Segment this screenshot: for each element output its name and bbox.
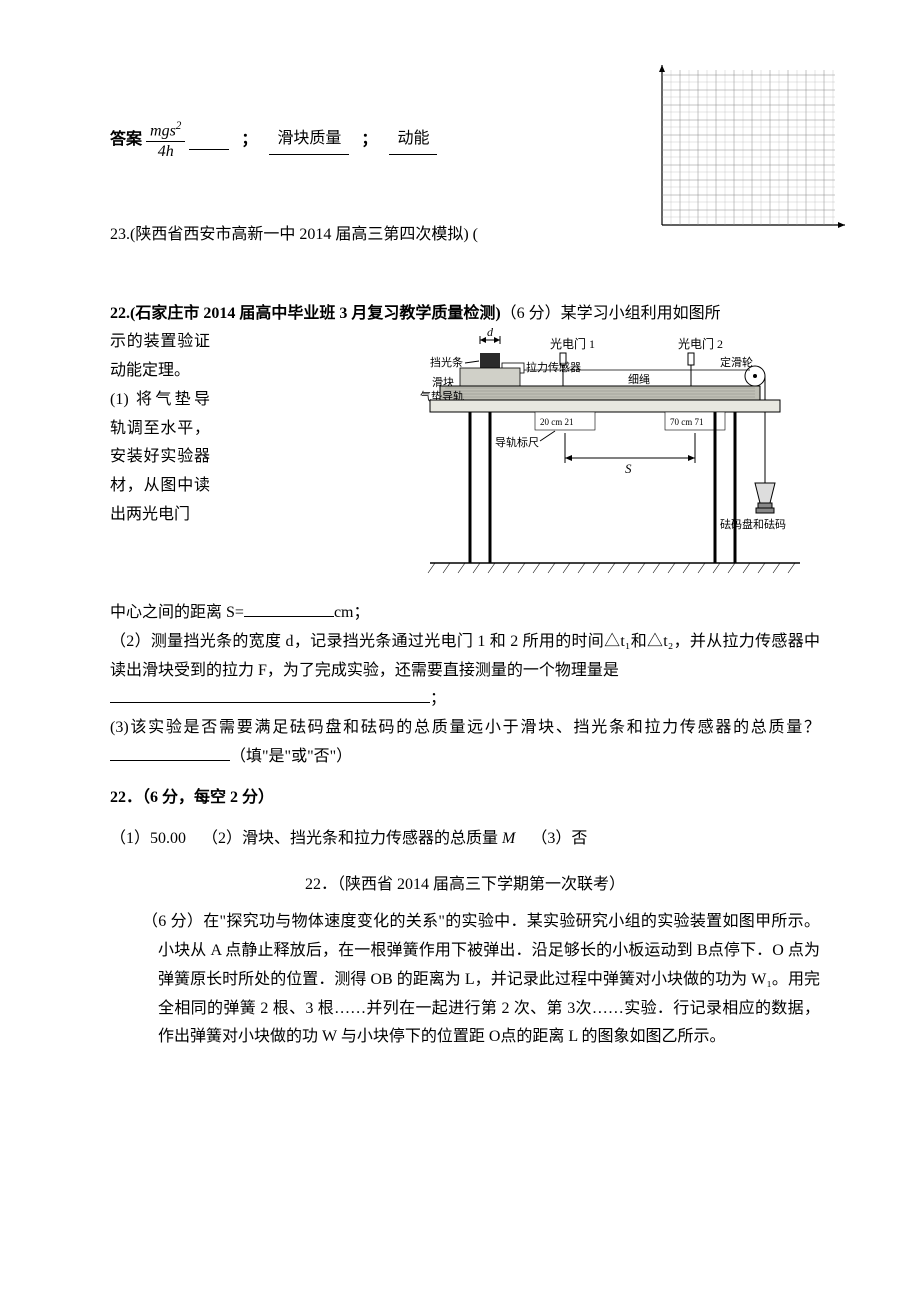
label-string: 细绳 [628, 372, 650, 386]
q22a-narrow-text: 示的装置验证动能定理。 (1) 将气垫导轨调至水平，安装好实验器材，从图中读出两… [110, 328, 210, 530]
q22a-p3: (3)该实验是否需要满足砝码盘和砝码的总质量远小于滑块、挡光条和拉力传感器的总质… [110, 714, 820, 772]
blank-2: 滑块质量 [269, 125, 349, 155]
label-tension: 拉力传感器 [526, 360, 581, 374]
label-gate1: 光电门 1 [550, 336, 595, 351]
label-gate2: 光电门 2 [678, 336, 723, 351]
apparatus-diagram: d 光电门 1 光电门 2 挡光条 拉力传感器 滑块 细绳 [420, 328, 820, 599]
q22a-p2: （2）测量挡光条的宽度 d，记录挡光条通过光电门 1 和 2 所用的时间△t₁和… [110, 628, 820, 686]
label-pulley: 定滑轮 [720, 355, 753, 369]
q22b-header: 22．（陕西省 2014 届高三下学期第一次联考） [110, 871, 820, 900]
q22a-line-s: 中心之间的距离 S=cm； [110, 599, 820, 628]
grid-chart [650, 60, 850, 235]
answers22-header: 22．（6 分，每空 2 分） [110, 784, 820, 813]
q22b-body: （6 分）在"探究功与物体速度变化的关系"的实验中．某实验研究小组的实验装置如图… [110, 908, 820, 1052]
label-ruler: 导轨标尺 [495, 435, 539, 449]
label-d: d [487, 328, 494, 339]
blank-3: 动能 [389, 125, 437, 155]
q22a-p2-blank: ； [110, 685, 820, 714]
q22a-body: d 光电门 1 光电门 2 挡光条 拉力传感器 滑块 细绳 [110, 328, 820, 599]
label-s: S [625, 461, 632, 476]
fraction-formula: mgs2 4h [146, 120, 185, 161]
ruler-cm70: 70 cm 71 [670, 417, 704, 427]
answer-label: 答案 [110, 126, 142, 155]
blank-1 [189, 131, 229, 150]
label-weights: 砝码盘和砝码 [720, 517, 786, 531]
label-strip: 挡光条 [430, 355, 463, 369]
semicolon-2: ； [361, 126, 377, 155]
answers22-body: （1）50.00 （2）滑块、挡光条和拉力传感器的总质量 M （3）否 [110, 825, 820, 854]
blank-s [244, 616, 334, 617]
q22a-header: 22.(石家庄市 2014 届高中毕业班 3 月复习教学质量检测)（6 分）某学… [110, 300, 820, 329]
semicolon-1: ； [241, 126, 257, 155]
ruler-cm20: 20 cm 21 [540, 417, 574, 427]
